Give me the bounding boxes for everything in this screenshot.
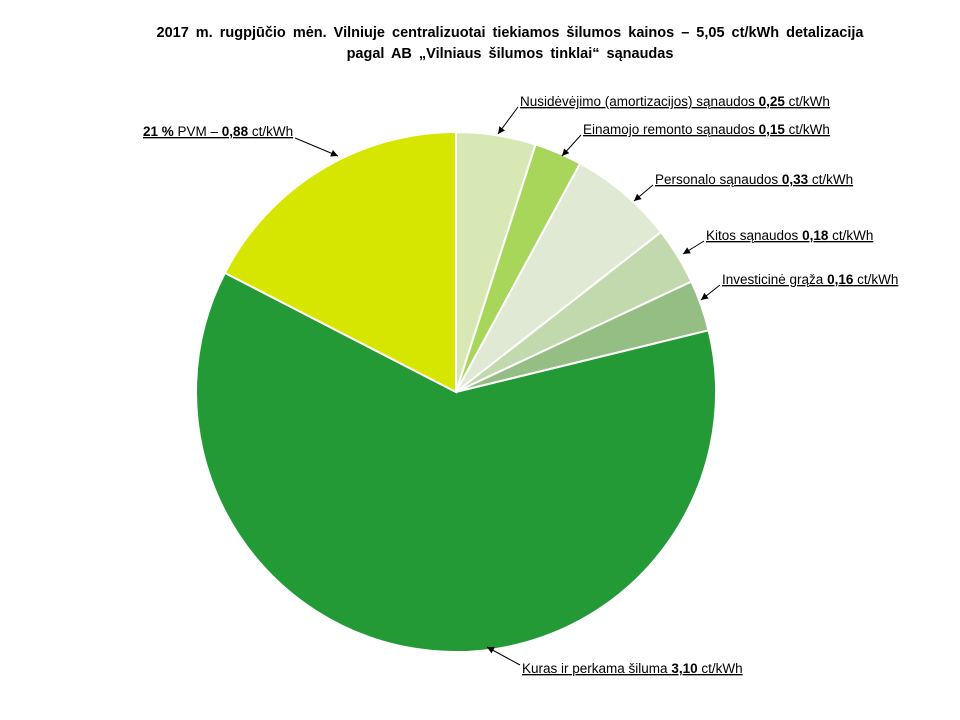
pie-slice-6 xyxy=(195,271,717,653)
leader-arrowhead-7 xyxy=(330,150,338,157)
slice-label-7: 21 % PVM – 0,88 ct/kWh xyxy=(143,124,293,139)
leader-arrowhead-1 xyxy=(498,126,505,134)
pie-slice-7 xyxy=(223,130,457,394)
chart-title-line-1: 2017 m. rugpjūčio mėn. Vilniuje centrali… xyxy=(156,25,864,41)
leader-arrowhead-6 xyxy=(487,647,495,654)
leader-arrowhead-2 xyxy=(562,148,570,156)
slice-label-6: Kuras ir perkama šiluma 3,10 ct/kWh xyxy=(522,661,743,676)
slice-label-1: Nusidėvėjimo (amortizacijos) sąnaudos 0,… xyxy=(520,94,830,109)
slice-label-5: Investicinė grąža 0,16 ct/kWh xyxy=(722,272,898,287)
chart-title: 2017 m. rugpjūčio mėn. Vilniuje centrali… xyxy=(60,23,960,65)
slice-label-4: Kitos sąnaudos 0,18 ct/kWh xyxy=(706,228,873,243)
slice-label-3: Personalo sąnaudos 0,33 ct/kWh xyxy=(655,172,853,187)
leader-arrowhead-4 xyxy=(683,247,691,254)
chart-title-line-2: pagal AB „Vilniaus šilumos tinklai“ sąna… xyxy=(346,46,674,62)
slice-label-2: Einamojo remonto sąnaudos 0,15 ct/kWh xyxy=(583,122,830,137)
leader-arrowhead-3 xyxy=(634,193,642,201)
leader-line-7 xyxy=(294,137,339,157)
leader-arrowhead-5 xyxy=(701,292,709,300)
